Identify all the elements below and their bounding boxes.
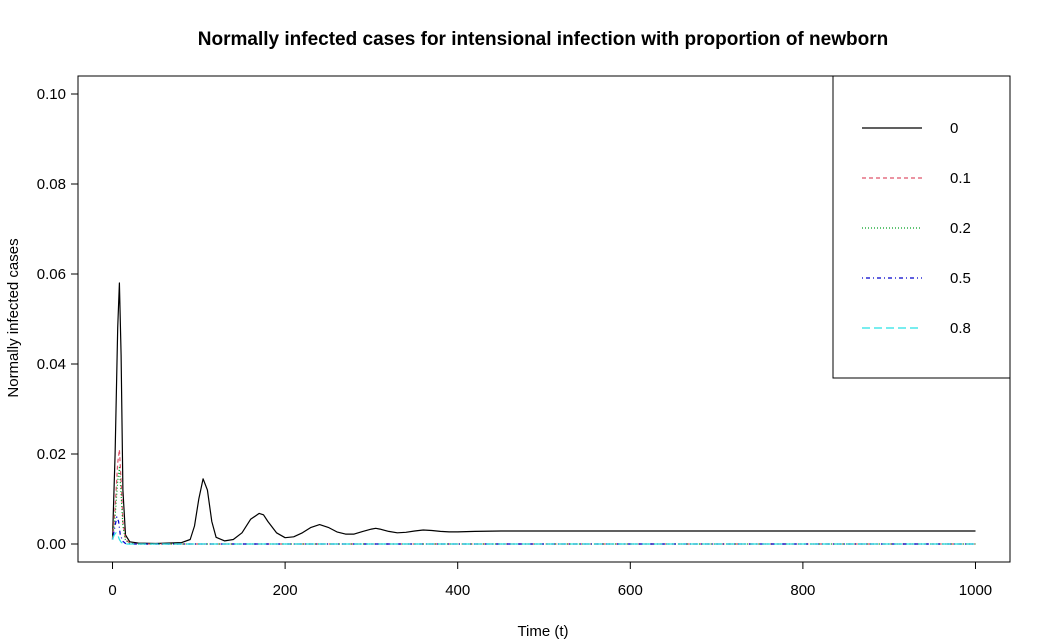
x-tick-label: 200 (273, 582, 298, 599)
series-line-4 (111, 532, 976, 545)
series-layer (111, 282, 976, 545)
legend-label: 0.2 (950, 220, 971, 237)
y-tick-label: 0.08 (37, 176, 66, 193)
y-tick-label: 0.02 (37, 446, 66, 463)
legend-label: 0.8 (950, 320, 971, 337)
x-axis: 0 200 400 600 800 1000 (108, 561, 992, 599)
legend-label: 0.5 (950, 270, 971, 287)
series-line-1 (111, 448, 976, 545)
legend-box (832, 75, 1011, 379)
series-line-0 (111, 282, 976, 545)
x-tick-label: 800 (790, 582, 815, 599)
y-tick-label: 0.10 (37, 86, 66, 103)
y-axis-label: Normally infected cases (5, 238, 22, 397)
y-tick-label: 0.06 (37, 266, 66, 283)
x-tick-label: 600 (618, 582, 643, 599)
series-line-3 (111, 516, 976, 545)
legend: 0 0.1 0.2 0.5 0.8 (832, 75, 1011, 379)
x-axis-label: Time (t) (517, 623, 568, 640)
x-tick-label: 0 (108, 582, 116, 599)
y-tick-label: 0.00 (37, 536, 66, 553)
y-tick-label: 0.04 (37, 356, 66, 373)
chart-title: Normally infected cases for intensional … (198, 29, 888, 50)
y-axis: 0.00 0.02 0.04 0.06 0.08 0.10 (37, 86, 79, 553)
legend-label: 0.1 (950, 170, 971, 187)
series-line-2 (111, 466, 976, 545)
x-tick-label: 400 (445, 582, 470, 599)
legend-label: 0 (950, 120, 958, 137)
x-tick-label: 1000 (959, 582, 992, 599)
